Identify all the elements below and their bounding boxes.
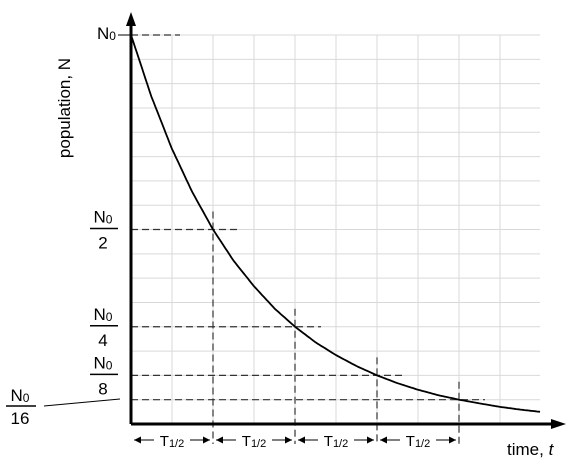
x-axis-arrow — [551, 419, 566, 429]
grid — [131, 34, 540, 424]
interval-label: T1/2 — [406, 433, 430, 450]
fraction-denominator: 4 — [98, 331, 107, 350]
interval-right-arrow — [203, 436, 210, 444]
guide-lines — [131, 34, 485, 444]
y-top-label: N0 — [97, 24, 116, 43]
interval-left-arrow — [380, 436, 387, 444]
fraction-denominator: 16 — [11, 409, 30, 428]
fraction-numerator: N0 — [11, 386, 30, 405]
interval-left-arrow — [216, 436, 223, 444]
interval-label: T1/2 — [242, 433, 266, 450]
decay-curve — [130, 34, 541, 413]
fraction-denominator: 8 — [98, 379, 107, 398]
y-axis-label: population, N — [55, 58, 74, 158]
y-axis-arrow — [126, 12, 136, 26]
interval-left-arrow — [134, 436, 141, 444]
interval-left-arrow — [298, 436, 305, 444]
interval-right-arrow — [367, 436, 374, 444]
fraction-numerator: N0 — [94, 305, 113, 324]
interval-label: T1/2 — [324, 433, 348, 450]
x-axis-label: time, t — [507, 440, 555, 459]
fraction-denominator: 2 — [98, 234, 107, 253]
fraction-numerator: N0 — [94, 353, 113, 372]
interval-label: T1/2 — [160, 433, 184, 450]
interval-right-arrow — [285, 436, 292, 444]
fraction-numerator: N0 — [94, 208, 113, 227]
interval-right-arrow — [449, 436, 456, 444]
sixteenth-leader — [43, 398, 121, 407]
